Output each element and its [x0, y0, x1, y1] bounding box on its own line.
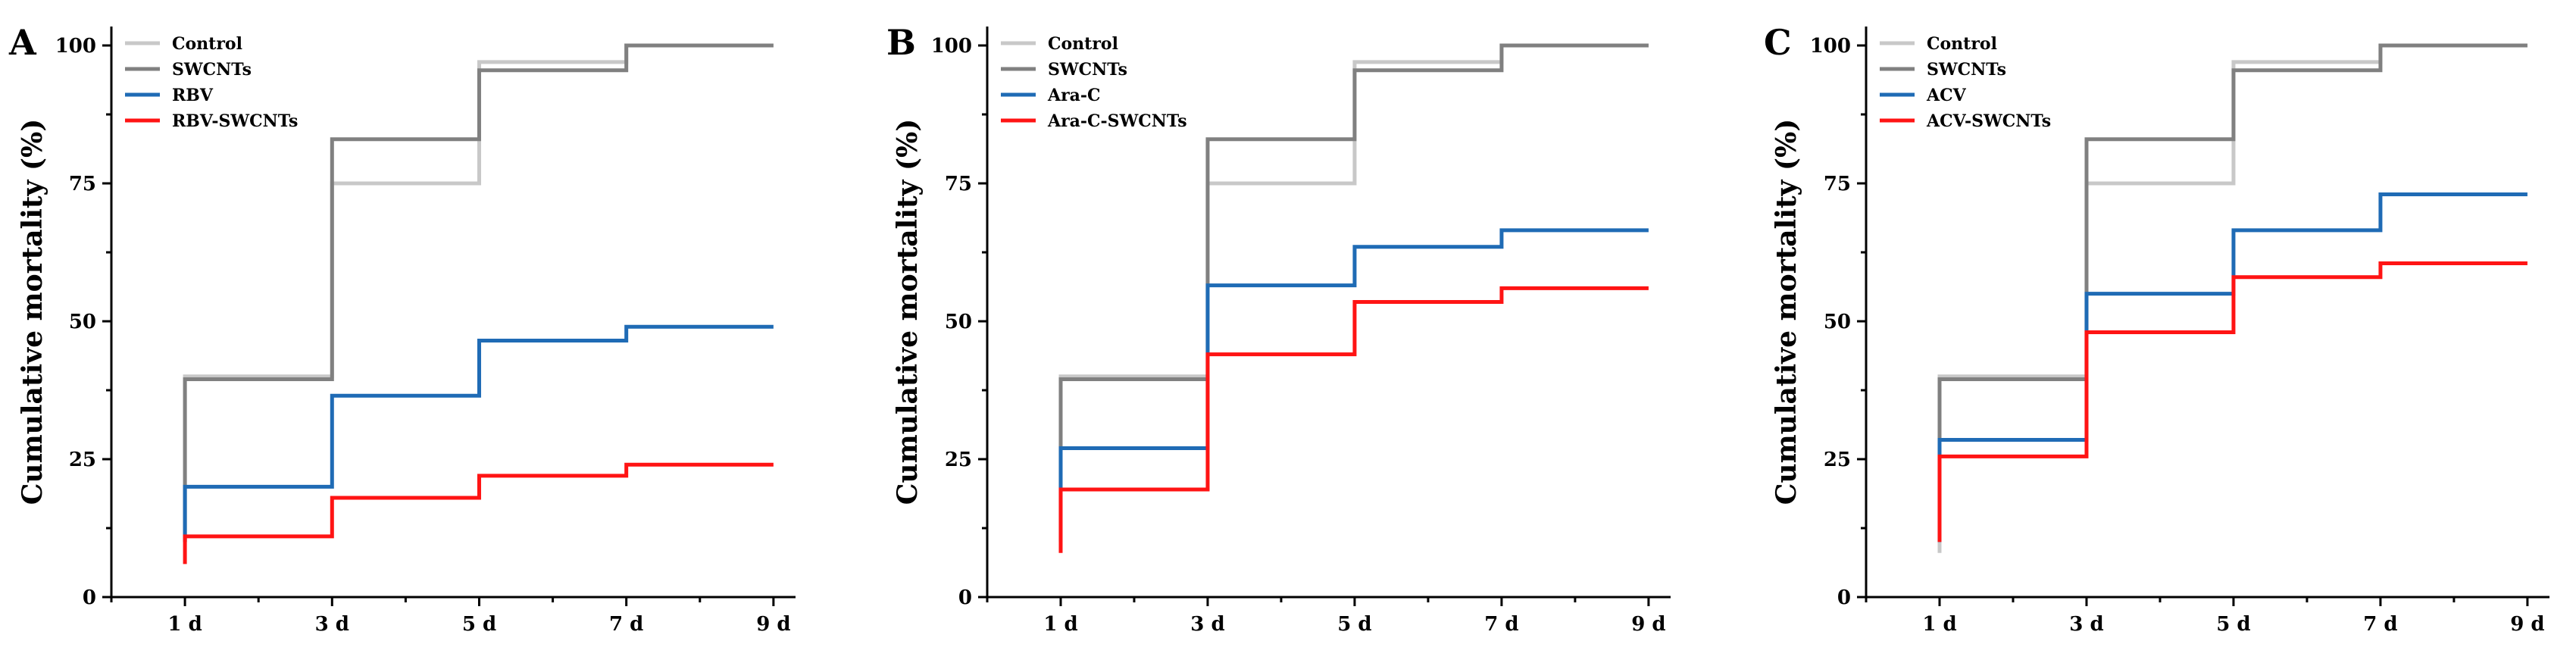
- legend-label: Control: [1927, 34, 1997, 54]
- chart-panel-c: C 0 25 50 75 100 1 d 3 d 5 d 7 d 9 d Cumulative mor…: [1764, 22, 2549, 636]
- x-tick-label: 9 d: [2510, 613, 2544, 636]
- x-tick-label: 1 d: [167, 613, 202, 636]
- series-line-acv: [1937, 192, 2528, 543]
- y-tick-label: 25: [945, 449, 972, 471]
- y-tick-label: 50: [945, 311, 972, 333]
- series-line-swcnts: [1937, 43, 2528, 543]
- x-tick-label: 1 d: [1922, 613, 1956, 636]
- x-tick-label: 3 d: [1190, 613, 1224, 636]
- series-line-rbv: [183, 324, 774, 543]
- legend-label: Ara-C-SWCNTs: [1047, 111, 1187, 131]
- legend-label: Ara-C: [1047, 86, 1101, 105]
- y-tick-label: 100: [1810, 35, 1851, 58]
- series-line-ara-c-swcnts: [1058, 286, 1649, 553]
- x-tick-label: 1 d: [1043, 613, 1077, 636]
- y-axis-label: Cumulative mortality (%): [892, 119, 924, 505]
- y-axis-label: Cumulative mortality (%): [1771, 119, 1802, 505]
- panel-letter: C: [1764, 22, 1792, 63]
- chart-panel-a: A 0 25 50 75 100 1 d 3 d 5 d 7 d 9 d Cumulative mor…: [8, 22, 796, 636]
- legend-label: RBV: [172, 86, 214, 105]
- x-tick-label: 9 d: [1631, 613, 1665, 636]
- y-tick-label: 75: [945, 173, 972, 195]
- y-tick-label: 75: [69, 173, 96, 195]
- legend-label: Control: [172, 34, 242, 54]
- x-tick-label: 5 d: [462, 613, 496, 636]
- series-line-rbv-swcnts: [183, 462, 774, 564]
- y-tick-label: 50: [69, 311, 96, 333]
- y-tick-label: 100: [55, 35, 96, 58]
- y-tick-label: 0: [958, 586, 972, 609]
- x-tick-label: 5 d: [1337, 613, 1371, 636]
- y-axis-label: Cumulative mortality (%): [17, 119, 48, 505]
- panel-letter: B: [886, 22, 916, 63]
- x-tick-label: 3 d: [315, 613, 349, 636]
- x-tick-label: 7 d: [609, 613, 643, 636]
- series-line-swcnts: [183, 43, 774, 543]
- legend-label: RBV-SWCNTs: [172, 111, 298, 131]
- y-tick-label: 75: [1824, 173, 1851, 195]
- x-tick-label: 7 d: [2363, 613, 2397, 636]
- series-line-ara-c: [1058, 228, 1649, 543]
- series-line-swcnts: [1058, 43, 1649, 543]
- legend-label: ACV: [1926, 86, 1967, 105]
- series-line-acv-swcnts: [1937, 261, 2528, 543]
- x-tick-label: 7 d: [1484, 613, 1518, 636]
- legend-label: ACV-SWCNTs: [1926, 111, 2051, 131]
- y-tick-label: 100: [931, 35, 972, 58]
- legend-label: SWCNTs: [1048, 60, 1127, 80]
- legend-label: SWCNTs: [172, 60, 252, 80]
- y-tick-label: 50: [1824, 311, 1851, 333]
- chart-panel-b: B 0 25 50 75 100 1 d 3 d 5 d 7 d 9 d Cumulative mor…: [886, 22, 1671, 636]
- y-tick-label: 25: [1824, 449, 1851, 471]
- y-tick-label: 25: [69, 449, 96, 471]
- y-tick-label: 0: [83, 586, 96, 609]
- legend-label: Control: [1048, 34, 1118, 54]
- legend-label: SWCNTs: [1927, 60, 2006, 80]
- y-tick-label: 0: [1837, 586, 1851, 609]
- x-tick-label: 9 d: [756, 613, 790, 636]
- x-tick-label: 5 d: [2216, 613, 2250, 636]
- panel-letter: A: [8, 22, 37, 63]
- x-tick-label: 3 d: [2069, 613, 2103, 636]
